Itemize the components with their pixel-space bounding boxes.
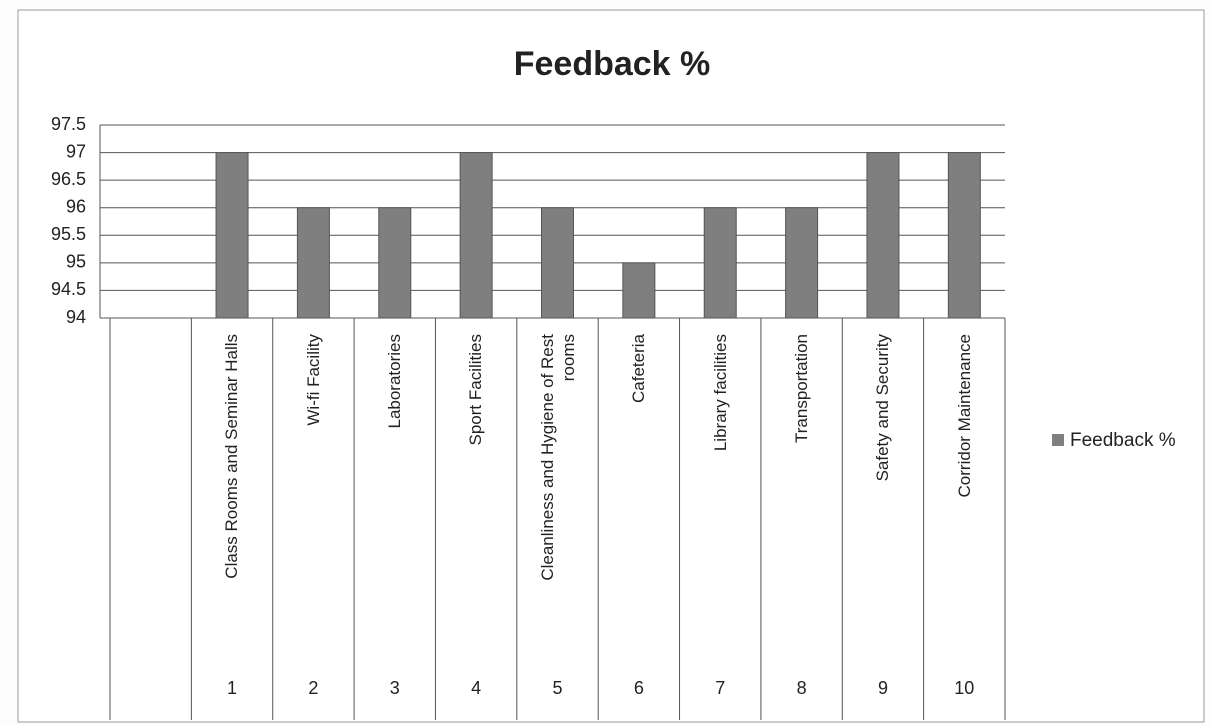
x-tick-label: Library facilities	[710, 334, 730, 452]
x-tick-label: Sport Facilities	[466, 334, 486, 446]
x-tick-label: Class Rooms and Seminar Halls	[222, 334, 242, 579]
y-tick-label: 97	[66, 141, 86, 161]
bar	[378, 207, 412, 319]
x-tick-label: Cafeteria	[629, 334, 649, 403]
bar	[622, 262, 656, 319]
x-tick-label: Wi-fi Facility	[303, 334, 323, 426]
x-tick-number: 7	[715, 678, 725, 698]
x-tick-label: Laboratories	[385, 334, 405, 429]
chart-border	[17, 9, 1205, 723]
x-tick-number: 8	[797, 678, 807, 698]
y-tick-label: 96	[66, 196, 86, 216]
x-tick-number: 9	[878, 678, 888, 698]
bar	[215, 152, 249, 319]
y-tick-label: 97.5	[51, 114, 86, 134]
bar	[785, 207, 819, 319]
y-tick-label: 96.5	[51, 169, 86, 189]
legend-label: Feedback %	[1070, 430, 1176, 451]
bar	[866, 152, 900, 319]
bar	[541, 207, 574, 319]
x-tick-label: Cleanliness and Hygiene of Rest rooms	[537, 334, 578, 581]
bar	[703, 207, 737, 319]
x-tick-label: Corridor Maintenance	[954, 334, 974, 498]
bar	[459, 152, 493, 319]
x-tick-number: 3	[390, 678, 400, 698]
y-tick-label: 94	[66, 307, 86, 327]
chart-title: Feedback %	[514, 45, 711, 83]
x-tick-number: 5	[552, 678, 562, 698]
x-tick-number: 4	[471, 678, 481, 698]
x-tick-number: 2	[308, 678, 318, 698]
bar	[947, 152, 981, 319]
y-tick-label: 94.5	[51, 279, 86, 299]
legend-swatch	[1052, 434, 1064, 446]
x-tick-number: 6	[634, 678, 644, 698]
x-tick-label: Safety and Security	[873, 334, 893, 482]
bar	[296, 207, 330, 319]
x-tick-number: 10	[954, 678, 974, 698]
y-tick-label: 95	[66, 252, 86, 272]
y-tick-label: 95.5	[51, 224, 86, 244]
x-tick-number: 1	[227, 678, 237, 698]
x-tick-label: Transportation	[792, 334, 812, 443]
